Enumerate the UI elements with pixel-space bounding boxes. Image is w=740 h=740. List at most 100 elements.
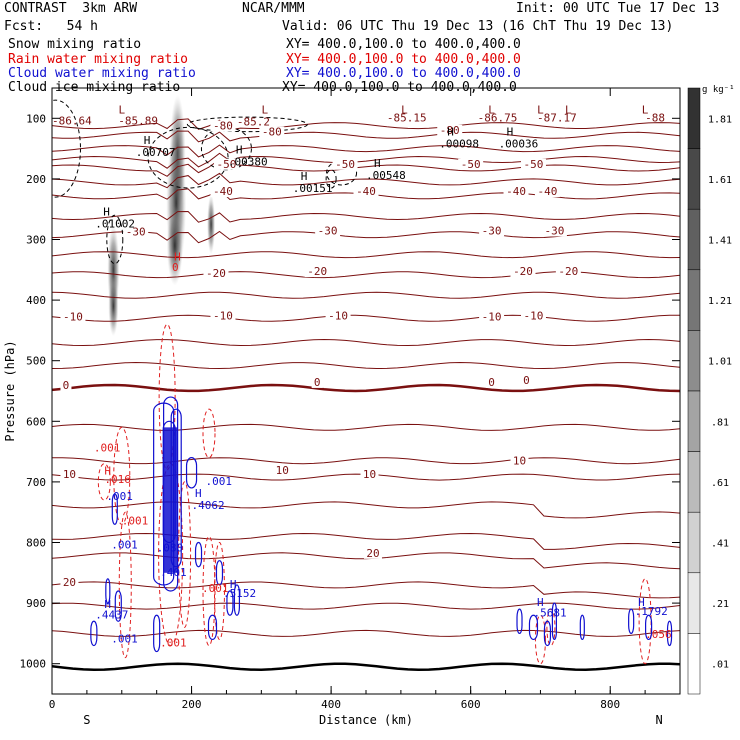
temperature-label: -50 xyxy=(461,158,481,171)
isotherm-line-24 xyxy=(52,629,680,637)
temperature-label: -40 xyxy=(213,185,233,198)
minimum-value: -86.75 xyxy=(478,111,518,124)
y-tick-label: 900 xyxy=(26,597,46,610)
model-title: CONTRAST 3km ARW xyxy=(4,1,138,16)
rain-contour-9 xyxy=(534,614,546,665)
cloud-water-label: .001 xyxy=(111,539,138,552)
isotherm-line-17 xyxy=(52,457,680,465)
temperature-label: -10 xyxy=(63,310,83,323)
isotherm-line-9 xyxy=(52,251,680,259)
cloud-water-core xyxy=(163,427,178,573)
minimum-marker: L xyxy=(262,103,269,116)
temperature-label-bg xyxy=(60,379,72,391)
cloud-water-contour-19 xyxy=(628,608,635,634)
snow-maximum-marker: H xyxy=(144,134,151,147)
temperature-label: -20 xyxy=(206,267,226,280)
y-tick-label: 1000 xyxy=(20,658,47,671)
y-tick-label: 500 xyxy=(26,355,46,368)
colorbar-tick-label: 1.61 xyxy=(708,175,732,186)
temperature-label: -40 xyxy=(356,185,376,198)
field-label-snow: Snow mixing ratio xyxy=(8,37,142,52)
cloud-water-contour-5 xyxy=(111,493,118,525)
colorbar-tick-label: 1.41 xyxy=(708,236,732,247)
rain-label: .016 xyxy=(104,473,131,486)
snow-maximum-marker: H xyxy=(507,125,514,138)
temperature-label-bg xyxy=(479,225,505,237)
y-axis-title: Pressure (hPa) xyxy=(3,340,17,441)
snow-maximum-value: .01002 xyxy=(95,217,135,230)
temperature-label-bg xyxy=(210,310,236,322)
cloud-water-contour-11 xyxy=(233,584,241,616)
isotherm-line-4 xyxy=(52,158,680,177)
x-tick-label: 800 xyxy=(600,698,620,711)
cloud-water-contour-10 xyxy=(226,590,234,616)
temperature-label: -10 xyxy=(482,310,502,323)
cloud-water-contour-6 xyxy=(114,590,122,622)
y-tick-label: 300 xyxy=(26,234,46,247)
temperature-label-bg xyxy=(60,469,79,481)
temperature-label-bg xyxy=(534,186,560,198)
colorbar-segment xyxy=(687,451,701,513)
x-tick-label: 600 xyxy=(461,698,481,711)
temperature-label: -30 xyxy=(318,224,338,237)
temperature-label-bg xyxy=(363,547,382,559)
colorbar-tick-label: .81 xyxy=(711,417,729,428)
snow-shade-streak-4 xyxy=(108,276,119,337)
temperature-label: -40 xyxy=(506,185,526,198)
temperature-label: 20 xyxy=(63,576,76,589)
temperature-label-bg xyxy=(510,455,529,467)
rain-label: .001 xyxy=(122,514,148,527)
isotherm-line-1 xyxy=(52,130,680,143)
temperature-label-bg xyxy=(60,576,79,588)
init-time: Init: 00 UTC Tue 17 Dec 13 xyxy=(516,1,720,16)
x-tick-label: 400 xyxy=(321,698,341,711)
snow-maximum-value: .00151 xyxy=(293,182,333,195)
isotherm-line-3 xyxy=(52,152,680,169)
minimum-marker: L xyxy=(565,103,572,116)
colorbar-tick-label: .01 xyxy=(711,660,729,671)
temperature-label: -20 xyxy=(513,265,533,278)
colorbar-segment xyxy=(687,269,701,331)
temperature-label-bg xyxy=(520,375,532,387)
isotherm-line-12 xyxy=(52,314,680,322)
temperature-label: 20 xyxy=(366,547,379,560)
rain-contour-7 xyxy=(202,535,216,647)
snow-contour-1 xyxy=(106,214,124,265)
colorbar-segment xyxy=(687,87,701,149)
cloud-water-label: .5681 xyxy=(533,606,566,619)
minimum-marker: L xyxy=(642,103,649,116)
snow-maximum-marker: H xyxy=(374,157,381,170)
temperature-label: 0 xyxy=(314,376,321,389)
temperature-label: -80 xyxy=(213,120,233,133)
temperature-label-bg xyxy=(259,126,285,138)
snow-maximum-value: .00380 xyxy=(228,156,268,169)
colorbar-segment xyxy=(687,148,701,210)
cloud-water-contour-22 xyxy=(90,620,98,647)
rain-label: .001 xyxy=(202,582,229,595)
field-xy-rain: XY= 400.0,100.0 to 400.0,400.0 xyxy=(286,52,521,67)
snow-contour-0 xyxy=(52,99,81,198)
cloud-water-contour-20 xyxy=(644,614,653,641)
cloud-water-contour-16 xyxy=(543,620,552,647)
cloud-water-contour-15 xyxy=(528,614,539,641)
isotherm-line-19 xyxy=(52,501,680,519)
temperature-label-bg xyxy=(210,120,236,132)
temperature-label-bg xyxy=(203,267,229,279)
colorbar-tick-label: .61 xyxy=(711,478,729,489)
cloud-water-contour-9 xyxy=(215,560,224,586)
cloud-water-contour-21 xyxy=(666,620,673,647)
rain-label: H xyxy=(174,251,181,264)
temperature-label: -20 xyxy=(558,265,578,278)
isotherm-line-16 xyxy=(52,423,680,431)
temperature-label: 10 xyxy=(63,468,76,481)
cloud-water-label: .5152 xyxy=(223,587,256,600)
colorbar-tick-label: 1.81 xyxy=(708,114,732,125)
cloud-water-label: .1792 xyxy=(635,605,668,618)
minimum-value: -88 xyxy=(645,111,665,124)
cloud-water-contour-8 xyxy=(194,541,203,568)
field-label-rain: Rain water mixing ratio xyxy=(8,52,189,67)
snow-contour-6 xyxy=(186,116,308,133)
isotherm-line-0 xyxy=(52,118,680,131)
cloud-water-contour-4 xyxy=(105,578,111,604)
